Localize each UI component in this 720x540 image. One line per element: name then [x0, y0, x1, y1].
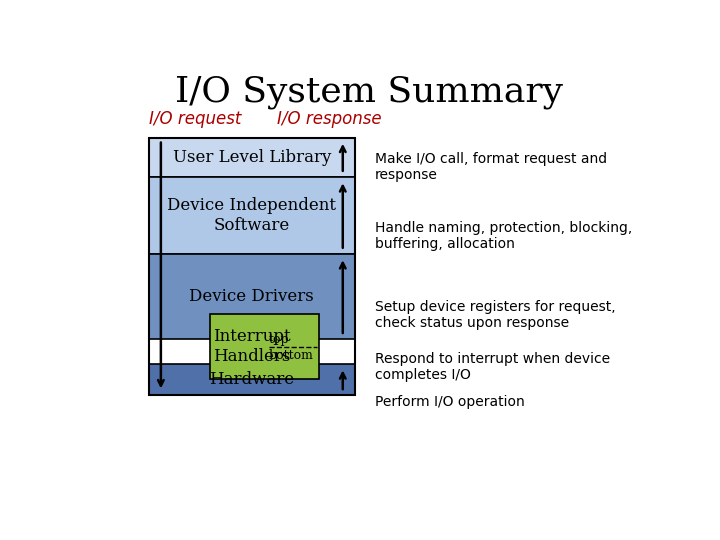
- Text: I/O response: I/O response: [276, 110, 381, 128]
- Text: I/O System Summary: I/O System Summary: [175, 75, 563, 109]
- Text: Handle naming, protection, blocking,
buffering, allocation: Handle naming, protection, blocking, buf…: [374, 221, 632, 251]
- Text: Respond to interrupt when device
completes I/O: Respond to interrupt when device complet…: [374, 352, 610, 382]
- Text: User Level Library: User Level Library: [173, 149, 331, 166]
- Text: bottom: bottom: [269, 349, 313, 362]
- Text: Make I/O call, format request and
response: Make I/O call, format request and respon…: [374, 152, 607, 183]
- Text: Interrupt
Handlers: Interrupt Handlers: [213, 328, 290, 365]
- Text: Hardware: Hardware: [210, 372, 294, 388]
- Text: top: top: [269, 333, 289, 346]
- Bar: [148, 138, 355, 395]
- Text: Device Drivers: Device Drivers: [189, 288, 314, 305]
- Bar: [148, 138, 355, 177]
- Text: Device Independent
Software: Device Independent Software: [167, 197, 336, 234]
- Bar: [148, 364, 355, 395]
- Text: Perform I/O operation: Perform I/O operation: [374, 395, 524, 409]
- Bar: [148, 254, 355, 339]
- Text: Setup device registers for request,
check status upon response: Setup device registers for request, chec…: [374, 300, 615, 330]
- Text: I/O request: I/O request: [148, 110, 241, 128]
- Bar: [148, 177, 355, 254]
- Bar: [210, 314, 319, 379]
